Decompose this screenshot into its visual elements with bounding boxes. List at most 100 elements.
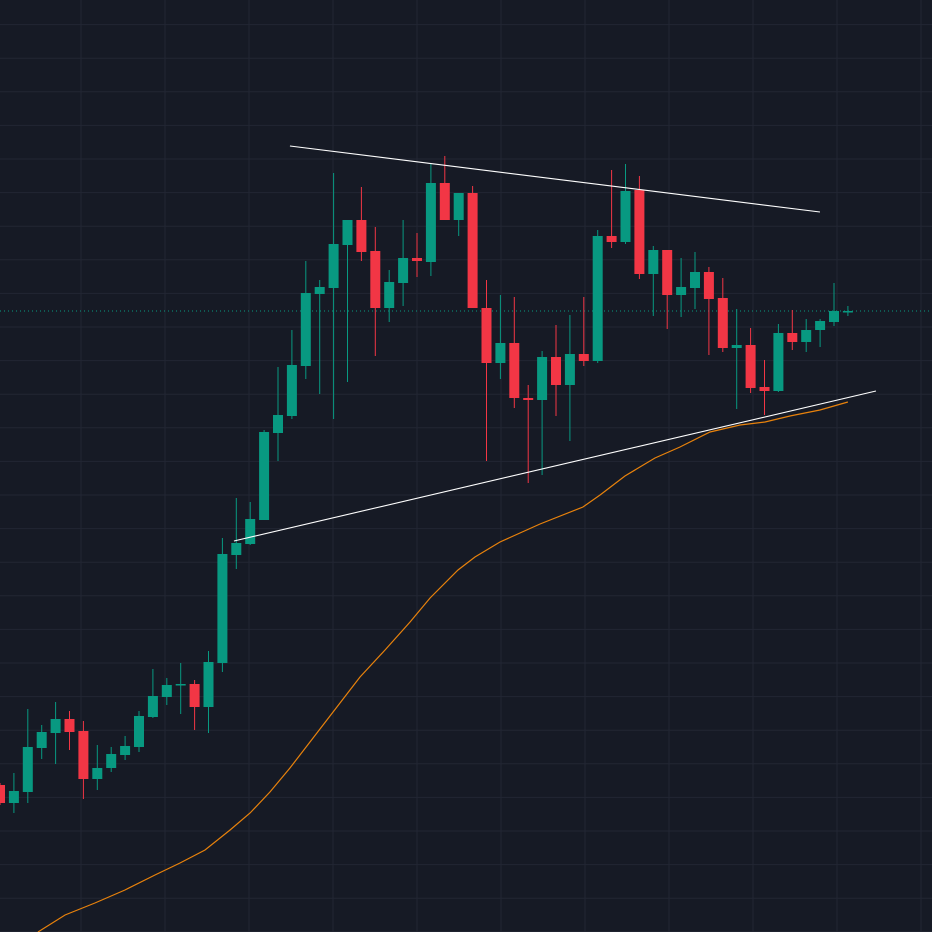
candle-body: [495, 343, 506, 363]
candle-body: [314, 287, 325, 294]
candle-body: [578, 354, 589, 361]
candle-body: [8, 791, 19, 803]
candle-body: [370, 251, 381, 308]
candle-body: [0, 785, 5, 803]
candle-up: [342, 220, 353, 382]
candle-body: [384, 282, 395, 308]
candle-body: [801, 330, 812, 342]
candle-up: [175, 663, 186, 714]
candle-up: [328, 173, 339, 419]
candle-down: [78, 721, 89, 799]
candle-up: [648, 246, 659, 316]
candle-body: [509, 343, 520, 398]
candle-up: [273, 367, 283, 461]
candles-layer: [0, 156, 853, 813]
candle-body: [676, 287, 687, 295]
candle-body: [342, 220, 353, 245]
candle-body: [815, 321, 826, 330]
candle-down: [745, 328, 756, 393]
candle-body: [592, 236, 603, 361]
candle-up: [286, 330, 297, 419]
moving-average-layer: [37, 401, 849, 932]
candle-down: [467, 186, 478, 308]
candle-body: [36, 732, 47, 748]
candle-body: [773, 333, 784, 391]
candle-body: [453, 193, 464, 220]
candle-body: [259, 432, 270, 520]
candle-down: [0, 783, 5, 805]
candle-up: [50, 702, 61, 764]
candle-body: [120, 746, 131, 755]
candle-body: [245, 519, 256, 544]
candle-up: [690, 252, 700, 309]
candle-body: [731, 345, 742, 348]
candle-up: [203, 651, 214, 733]
candle-body: [523, 398, 534, 400]
candle-up: [801, 319, 812, 352]
candle-up: [676, 258, 687, 317]
candle-body: [92, 768, 103, 779]
candle-up: [259, 430, 270, 520]
candle-body: [412, 258, 422, 261]
candle-up: [231, 498, 242, 569]
candle-up: [161, 678, 172, 705]
candle-body: [64, 719, 75, 732]
candle-down: [509, 297, 520, 408]
candle-body: [745, 345, 756, 388]
candle-up: [773, 324, 784, 392]
candle-up: [495, 295, 506, 379]
candle-body: [648, 250, 659, 274]
candle-up: [592, 230, 603, 363]
moving-average-line: [37, 401, 849, 932]
candle-down: [578, 297, 589, 366]
candle-body: [175, 684, 186, 686]
candle-down: [662, 250, 673, 329]
candle-up: [106, 747, 117, 772]
candle-body: [620, 191, 631, 242]
candle-down: [717, 278, 728, 352]
candle-down: [523, 385, 534, 483]
candle-down: [439, 156, 450, 220]
candle-up: [8, 773, 19, 813]
candle-up: [120, 736, 131, 760]
candle-body: [189, 684, 200, 707]
candle-body: [606, 236, 617, 242]
candle-up: [22, 709, 33, 803]
candle-body: [78, 731, 89, 779]
candle-body: [634, 190, 645, 274]
candle-up: [829, 283, 839, 326]
candle-body: [231, 543, 242, 555]
candle-up: [620, 164, 631, 244]
candle-body: [690, 272, 700, 288]
candle-down: [189, 680, 200, 730]
candle-up: [564, 315, 575, 441]
candle-body: [217, 554, 228, 663]
candle-body: [286, 365, 297, 416]
candle-body: [467, 193, 478, 308]
candle-body: [564, 354, 575, 385]
candle-up: [300, 261, 311, 379]
candle-down: [787, 310, 798, 350]
candle-up: [36, 725, 47, 759]
candle-body: [328, 244, 339, 288]
candle-up: [842, 306, 853, 316]
trendlines-layer: [233, 145, 877, 542]
candle-up: [134, 711, 144, 752]
candle-down: [634, 176, 645, 279]
resistance-trendline: [289, 145, 821, 213]
candle-down: [481, 280, 492, 461]
candle-body: [356, 220, 367, 252]
candle-body: [161, 685, 172, 697]
candle-down: [412, 233, 422, 277]
candle-body: [759, 387, 770, 391]
candle-up: [92, 745, 103, 790]
candle-body: [829, 311, 839, 322]
candle-body: [425, 183, 436, 262]
candle-up: [731, 309, 742, 409]
candle-up: [815, 319, 826, 347]
candle-body: [662, 250, 673, 295]
candle-body: [50, 719, 61, 733]
candle-body: [787, 333, 798, 342]
candle-body: [22, 747, 33, 792]
